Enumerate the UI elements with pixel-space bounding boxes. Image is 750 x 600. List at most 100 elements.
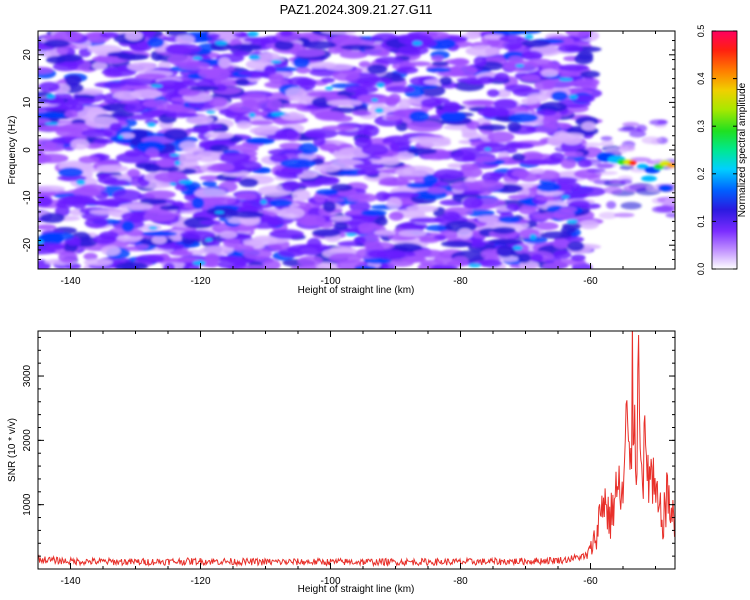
x-tick-label: -80 <box>453 576 468 587</box>
spectrogram-cell <box>112 189 142 202</box>
spectrogram-cell <box>581 121 597 131</box>
spectrogram-cell <box>586 168 606 173</box>
spectrogram-cell <box>38 153 69 164</box>
spectrogram-cell <box>235 79 250 86</box>
spectrogram-cell <box>529 168 545 174</box>
spectrogram-cell <box>557 44 583 53</box>
spectrogram-cell <box>320 31 357 35</box>
spectrogram-cell <box>389 141 411 153</box>
y-tick-label: -10 <box>22 190 33 205</box>
colorbar-gradient <box>711 30 738 270</box>
spectrogram-xlabel: Height of straight line (km) <box>298 285 415 296</box>
spectrogram-cell <box>162 257 199 263</box>
spectrogram-cell <box>352 110 372 117</box>
spectrogram-cell <box>388 191 420 198</box>
spectrogram-cell <box>315 189 339 196</box>
x-tick-label: -60 <box>583 276 598 287</box>
spectrogram-cell <box>312 228 341 238</box>
spectrogram-cell <box>529 233 537 240</box>
spectrogram-cell <box>494 72 510 82</box>
spectrogram-cell <box>38 81 60 92</box>
spectrogram-cell <box>322 201 337 213</box>
spectrogram-cell <box>563 151 584 158</box>
spectrogram-cell <box>562 135 583 145</box>
spectrogram-cell <box>420 98 443 108</box>
spectrogram-cell <box>189 85 220 92</box>
spectrogram-cell <box>280 158 317 169</box>
spectrogram-cell <box>238 70 270 76</box>
spectrogram-cell <box>194 188 227 199</box>
spectrogram-cell <box>398 229 427 237</box>
spectrogram-cell <box>198 67 231 80</box>
spectrogram-cell <box>340 44 376 51</box>
spectrogram-cell <box>78 155 100 164</box>
spectrogram-cell <box>136 141 166 153</box>
spectrogram-cell <box>596 163 614 169</box>
spectrogram-cell <box>619 178 633 185</box>
spectrogram-cell <box>199 175 222 181</box>
spectrogram-cell <box>263 259 281 269</box>
spectrogram-cell <box>574 78 597 88</box>
spectrogram-cell <box>38 242 66 251</box>
spectrogram-cell <box>553 249 572 260</box>
spectrogram-cell <box>58 167 84 178</box>
spectrogram-cell <box>475 156 497 163</box>
spectrogram-cell <box>496 245 515 258</box>
spectrogram-cell <box>248 54 261 61</box>
spectrogram-cell <box>119 77 155 86</box>
spectrogram-cell <box>465 209 495 217</box>
snr-axes: -140 -120 -100 -80 -60 1000 2000 3000 <box>22 331 675 587</box>
spectrogram-cell <box>280 112 306 121</box>
spectrogram-cell <box>39 231 75 241</box>
spectrogram-cell <box>297 255 323 267</box>
spectrogram-cell <box>199 219 222 226</box>
spectrogram-cell <box>480 249 500 260</box>
spectrogram-cell <box>212 78 238 86</box>
spectrogram-cell <box>118 203 154 210</box>
spectrogram-cell <box>378 180 413 187</box>
spectrogram-cell <box>430 265 455 269</box>
spectrogram-cell <box>292 56 310 68</box>
spectrogram-cell <box>488 238 523 245</box>
y-tick-label: 0 <box>22 147 33 153</box>
spectrogram-cell <box>71 103 85 112</box>
snr-frame <box>37 330 676 570</box>
x-tick-label: -100 <box>320 276 340 287</box>
spectrogram-cell <box>208 97 228 108</box>
spectrogram-cell <box>341 39 376 46</box>
spectrogram-cell <box>651 205 674 214</box>
spectrogram-cell <box>366 64 388 75</box>
spectrogram-cell <box>508 112 539 123</box>
spectrogram-cell <box>76 179 86 186</box>
spectrogram-cell <box>462 197 484 209</box>
spectrogram-cell <box>333 221 349 231</box>
spectrogram-cell <box>622 122 640 127</box>
spectrogram-ylabel: Frequency (Hz) <box>7 116 18 185</box>
spectrogram-cell <box>328 252 363 264</box>
spectrogram-cell <box>451 150 476 163</box>
spectrogram-cell <box>257 52 280 61</box>
spectrogram-cell <box>44 121 59 126</box>
spectrogram-cell <box>320 77 335 84</box>
colorbar-tick-label: 0.1 <box>696 215 706 228</box>
spectrogram-cell <box>91 61 108 70</box>
spectrogram-cell <box>534 221 559 231</box>
spectrogram-cell <box>195 151 221 163</box>
spectrogram-cell <box>159 204 181 211</box>
spectrogram-cell <box>121 220 135 233</box>
spectrogram-cell <box>245 59 271 70</box>
spectrogram-cell <box>81 129 114 138</box>
spectrogram-cell <box>629 130 647 138</box>
spectrogram-cell <box>231 160 262 172</box>
spectrogram-cell <box>462 99 497 106</box>
spectrogram-cell <box>649 119 668 126</box>
spectrogram-cell <box>473 55 487 67</box>
spectrogram-cell <box>268 198 293 207</box>
spectrogram-cell <box>388 211 404 221</box>
spectrogram-cell <box>409 217 445 223</box>
y-tick-label: 10 <box>22 96 33 108</box>
spectrogram-cell <box>518 171 541 182</box>
spectrogram-cell <box>219 230 238 239</box>
spectrogram-cell <box>318 221 335 229</box>
spectrogram-cell <box>260 199 268 205</box>
